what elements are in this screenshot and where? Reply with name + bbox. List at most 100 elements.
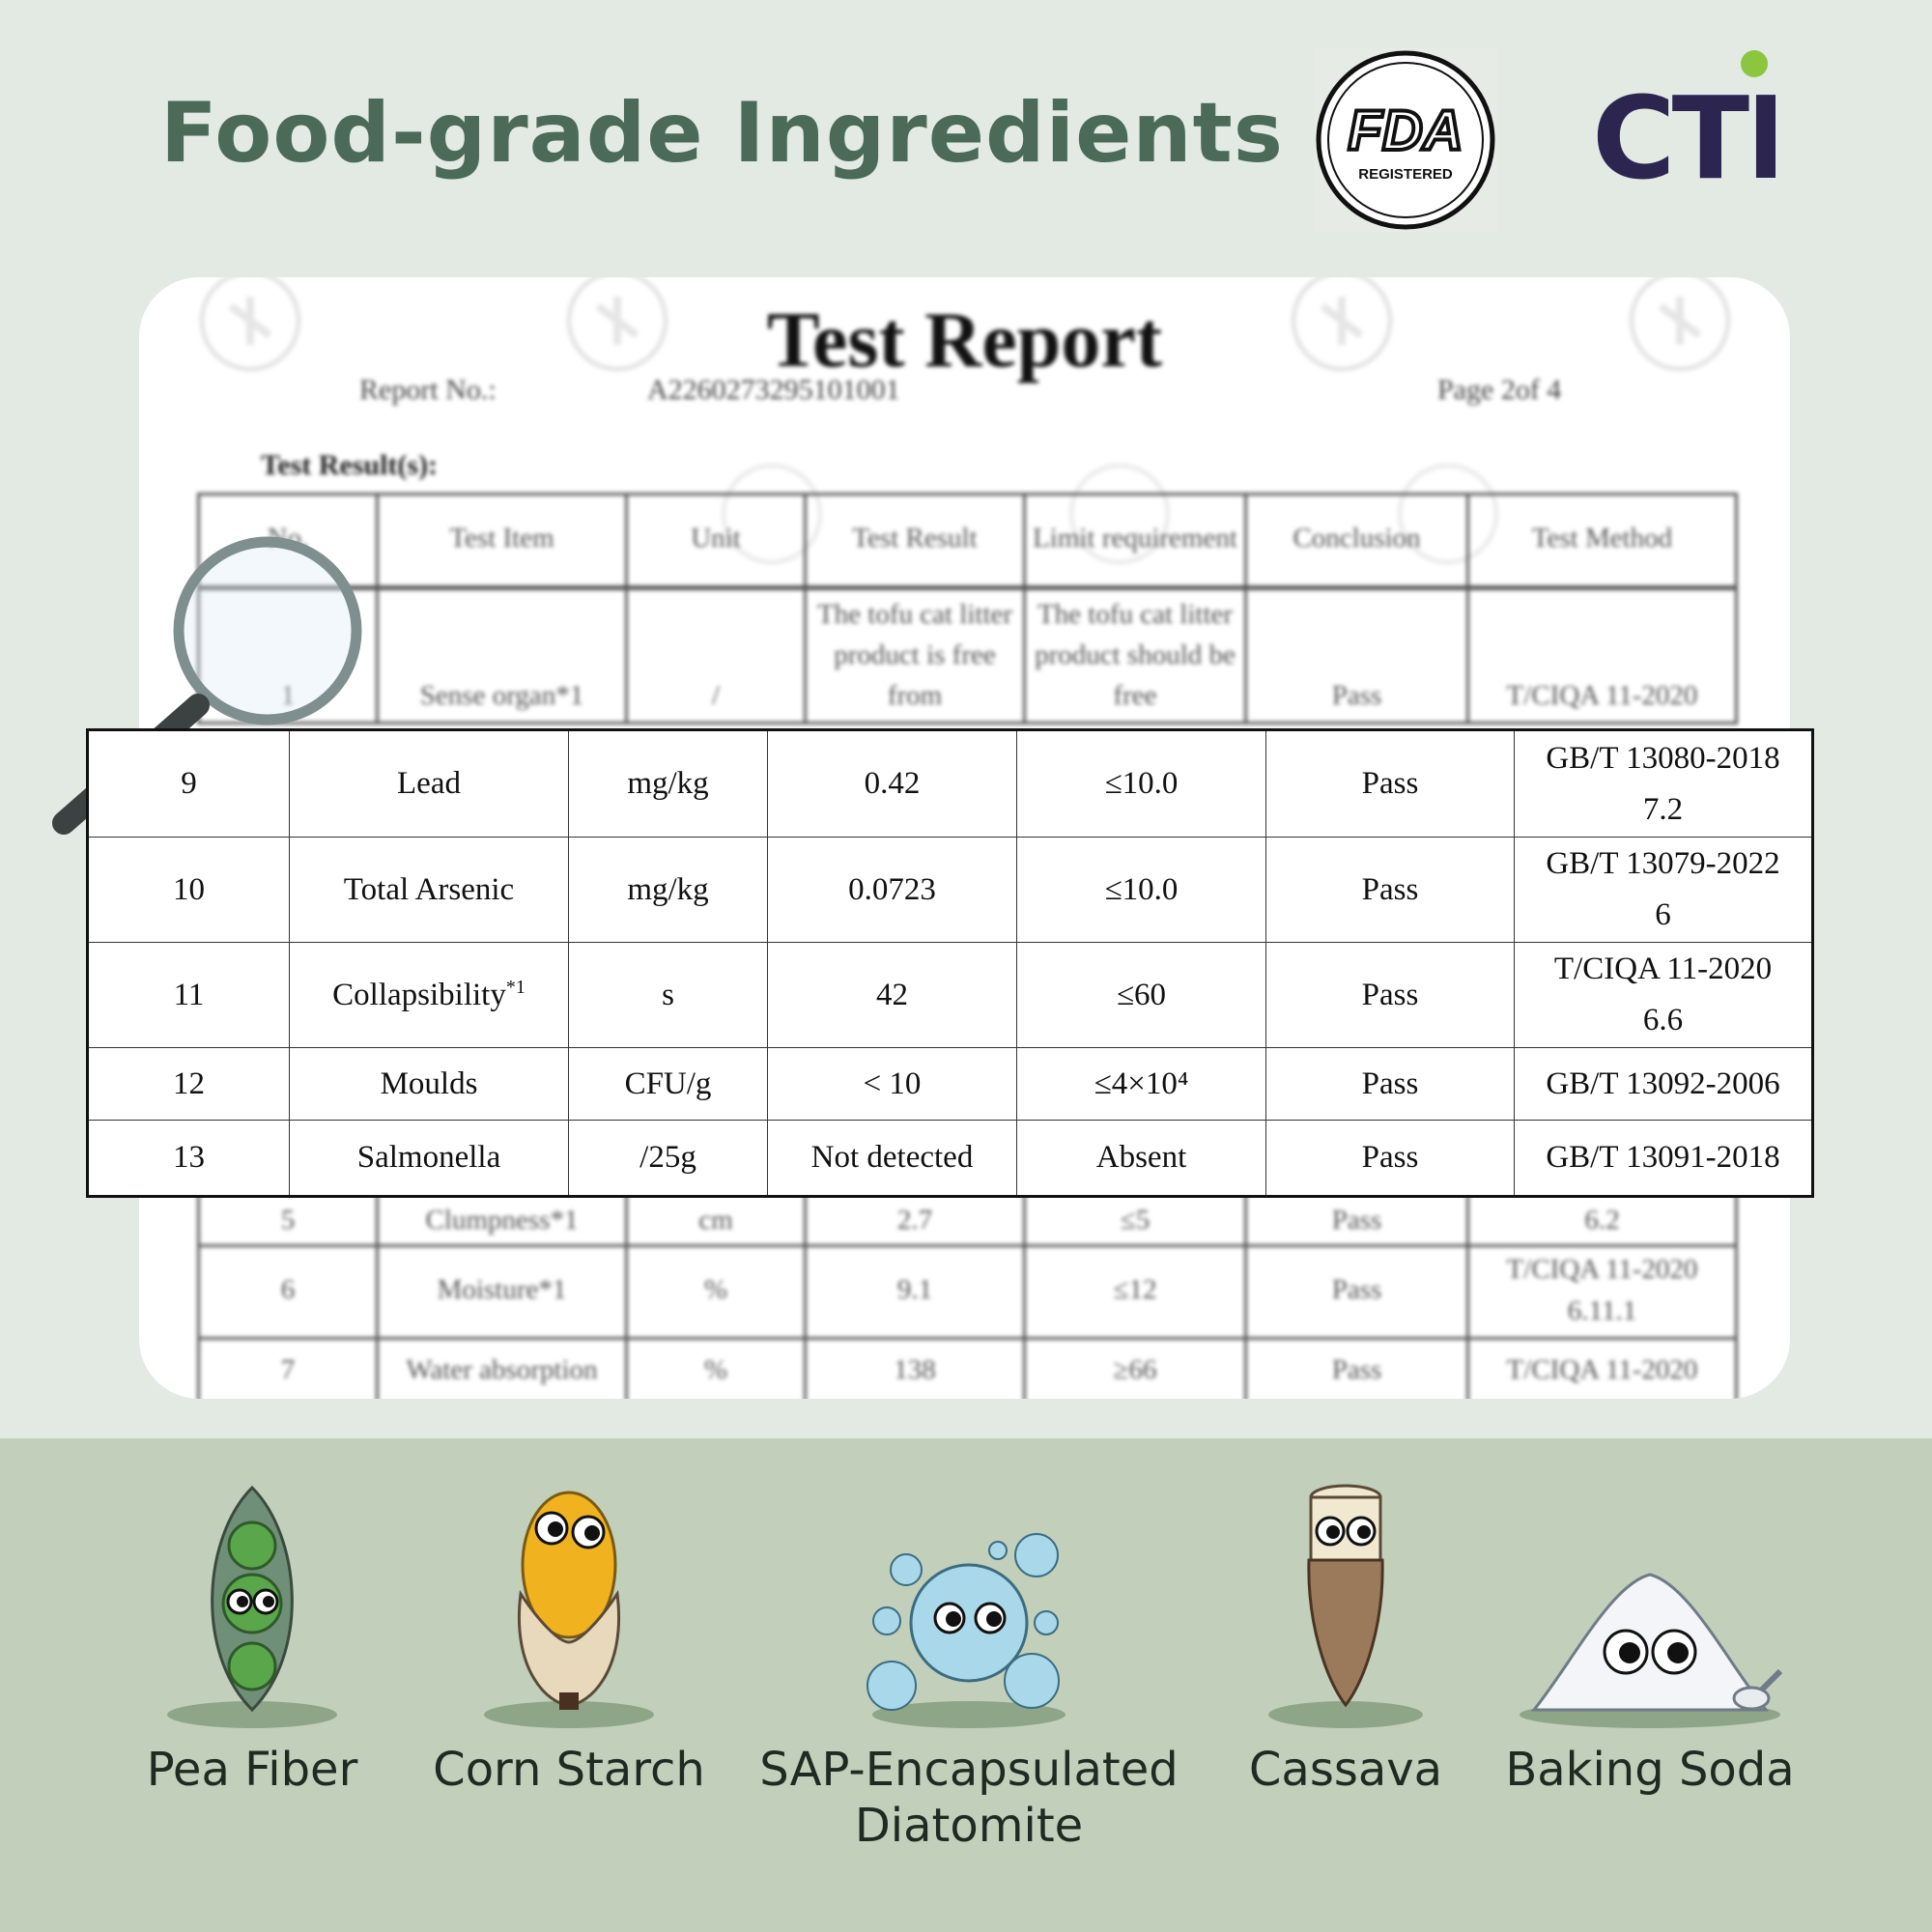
watermark (199, 277, 301, 372)
ingredient-corn-starch: Corn Starch (410, 1478, 728, 1799)
section-label: Test Result(s): (261, 449, 439, 481)
cell-test-method: GB/T 13091-2018 (1514, 1120, 1813, 1197)
cell-test-result: Not detected (767, 1120, 1017, 1197)
cell-test-result: 0.0723 (767, 837, 1017, 943)
cell-conclusion: Pass (1265, 1120, 1515, 1197)
cell-test-method: T/CIQA 11-2020 6.6 (1514, 942, 1813, 1048)
table-row: 9 Lead mg/kg 0.42 ≤10.0 Pass GB/T 13080-2018 7.… (87, 729, 1813, 838)
cell-limit-text: ≤10.0 (1104, 871, 1179, 907)
background-table-top: No. Test Item Unit Test Result Limit req… (197, 493, 1738, 724)
table-row: 1 Sense organ*1 / The tofu cat litter pr… (197, 586, 1738, 724)
table-row: 10 Total Arsenic mg/kg 0.0723 ≤10.0 Pass GB/T … (87, 837, 1813, 943)
column-header: Limit requirement (1023, 493, 1247, 590)
cell: T/CIQA 11-2020 (1466, 1337, 1738, 1399)
cell: ≤12 (1023, 1244, 1247, 1340)
ingredient-label: SAP-Encapsulated Diatomite (742, 1743, 1196, 1854)
cell-limit-text: ≤10.0 (1104, 766, 1179, 802)
cell-test-result-text: 0.0723 (848, 871, 936, 907)
cell-no: 12 (87, 1047, 290, 1121)
cell-test-result-text: 0.42 (864, 766, 921, 802)
cell-test-method-clause: 6.6 (1642, 1003, 1684, 1037)
cell-test-item-text: Collapsibility (332, 977, 506, 1012)
cell-conclusion: Pass (1265, 942, 1515, 1048)
cell-test-result-text: < 10 (863, 1065, 922, 1101)
cell: The tofu cat litter product is free from (804, 586, 1026, 724)
cell-test-item-text: Total Arsenic (343, 871, 515, 907)
cell: 7 (197, 1337, 379, 1399)
cell-test-result: < 10 (767, 1047, 1017, 1121)
corn-icon (484, 1491, 654, 1728)
cell-test-result-text: Not detected (810, 1140, 974, 1176)
table-row: 12 Moulds CFU/g < 10 ≤4×10⁴ Pass GB/T 13092-20… (87, 1047, 1813, 1121)
cell-no-text: 13 (173, 1140, 205, 1176)
cell-test-method-clause: 6 (1655, 897, 1671, 932)
column-header: Unit (625, 493, 807, 590)
svg-text:CTI: CTI (1592, 71, 1776, 186)
page-number: Page 2of 4 (1437, 374, 1562, 406)
cell-test-method-text: GB/T 13091-2018 (1546, 1140, 1780, 1176)
cell-test-item: Total Arsenic (289, 837, 569, 943)
cell-conclusion: Pass (1265, 729, 1515, 838)
cell: % (625, 1337, 807, 1399)
cell-unit: mg/kg (568, 729, 768, 838)
cell-unit-text: s (662, 977, 674, 1012)
column-header: Test Result (804, 493, 1026, 590)
cell: Moisture*1 (376, 1244, 628, 1340)
cell-unit: mg/kg (568, 837, 768, 943)
report-no-label: Report No.: (359, 374, 497, 406)
cell-test-item-text: Salmonella (356, 1140, 501, 1176)
cell: 138 (804, 1337, 1026, 1399)
cell-limit-text: Absent (1095, 1140, 1187, 1176)
cell-limit-text: ≤60 (1116, 977, 1167, 1012)
cell: Sense organ*1 (376, 586, 628, 724)
cell-test-item: Moulds (289, 1047, 569, 1121)
cell-conclusion-text: Pass (1361, 1065, 1419, 1101)
cell: T/CIQA 11-2020 6.11.1 (1466, 1244, 1738, 1340)
cell-limit: ≤4×10⁴ (1016, 1047, 1266, 1121)
cell-limit-text: ≤4×10⁴ (1094, 1065, 1189, 1101)
cell-limit: ≤10.0 (1016, 837, 1266, 943)
page-title: Food-grade Ingredients (160, 85, 1284, 182)
cell-conclusion-text: Pass (1361, 977, 1419, 1012)
ingredient-cassava: Cassava (1201, 1478, 1491, 1799)
cassava-icon (1268, 1484, 1423, 1728)
document-title: Test Report (766, 296, 1163, 384)
cell-no: 9 (87, 729, 290, 838)
cell: Water absorption (376, 1337, 628, 1399)
bubble-icon (867, 1533, 1065, 1728)
cell-test-item: Salmonella (289, 1120, 569, 1197)
cell-test-item: Lead (289, 729, 569, 838)
cell-test-method-text: GB/T 13080-2018 (1546, 740, 1780, 776)
footnote-marker: *1 (505, 976, 526, 998)
table-header-row: No. Test Item Unit Test Result Limit req… (197, 493, 1738, 590)
cell-test-item-text: Moulds (380, 1065, 478, 1101)
cell-limit: ≤10.0 (1016, 729, 1266, 838)
fda-registered-logo: FDA REGISTERED (1314, 48, 1497, 232)
cell-test-method: GB/T 13092-2006 (1514, 1047, 1813, 1121)
cell: The tofu cat litter product should be fr… (1023, 586, 1247, 724)
cell-no: 11 (87, 942, 290, 1048)
cell-no-text: 9 (181, 766, 197, 802)
cell-conclusion-text: Pass (1361, 1140, 1419, 1176)
column-header: Test Method (1466, 493, 1738, 590)
column-header: Test Item (376, 493, 628, 590)
cell-test-result-text: 42 (876, 977, 908, 1012)
ingredient-baking-soda: Baking Soda (1495, 1478, 1804, 1799)
cell: 6 (197, 1244, 379, 1340)
cell-unit: s (568, 942, 768, 1048)
cell-test-method-text: GB/T 13092-2006 (1546, 1065, 1780, 1101)
cell-no-text: 12 (173, 1065, 205, 1101)
cell-no: 13 (87, 1120, 290, 1197)
cell-test-method-text: GB/T 13079-2022 (1546, 846, 1780, 882)
report-no: A2260273295101001 (647, 374, 900, 406)
cell-test-result: 42 (767, 942, 1017, 1048)
ingredient-pea-fiber: Pea Fiber (93, 1478, 412, 1799)
cell-test-result: 0.42 (767, 729, 1017, 838)
cell: Pass (1244, 586, 1469, 724)
cell-no-text: 10 (173, 871, 205, 907)
cell-unit-text: mg/kg (627, 766, 709, 802)
watermark (1291, 277, 1393, 372)
cell-conclusion-text: Pass (1361, 871, 1419, 907)
cti-logo: CTI (1592, 50, 1776, 186)
cell-test-method: GB/T 13079-2022 6 (1514, 837, 1813, 943)
